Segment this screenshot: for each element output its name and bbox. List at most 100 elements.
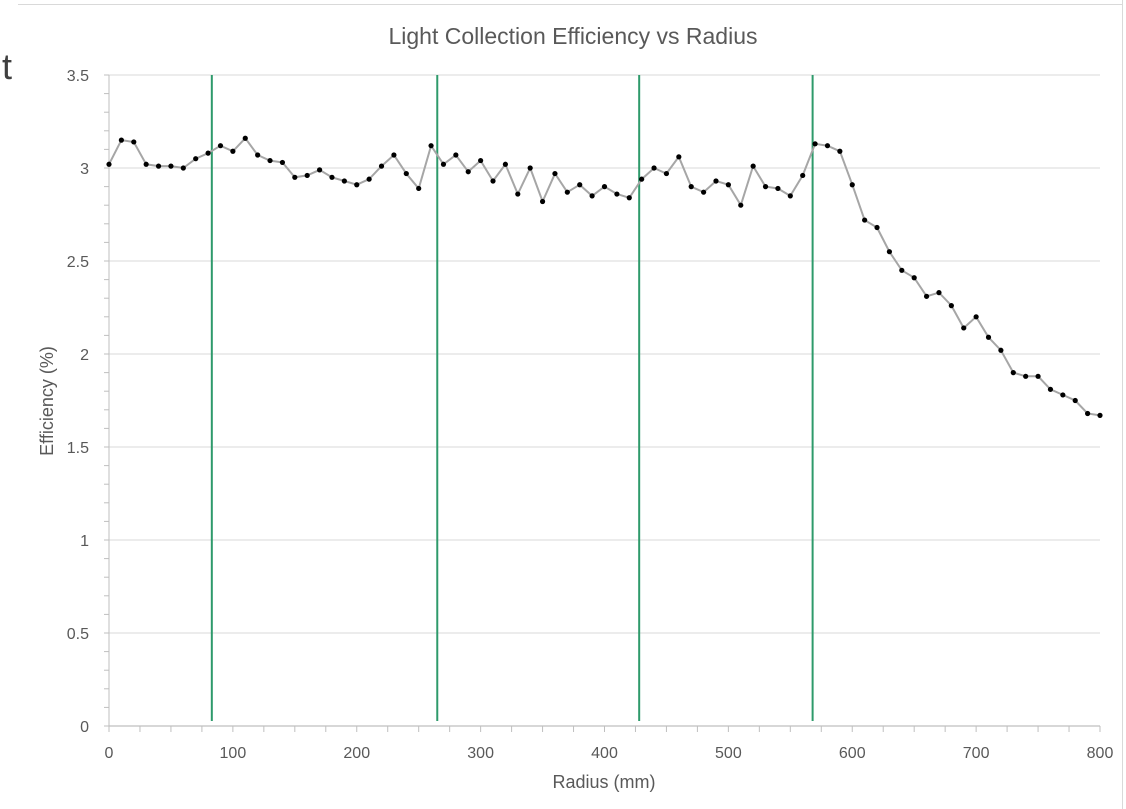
x-tick-label: 200 <box>343 745 370 762</box>
data-point <box>329 174 335 180</box>
data-point <box>837 148 843 154</box>
data-point <box>155 163 162 169</box>
data-point <box>1035 373 1041 379</box>
data-point <box>118 137 124 143</box>
x-tick-label: 800 <box>1087 745 1114 762</box>
x-tick-label: 700 <box>963 745 990 762</box>
data-point <box>589 193 595 199</box>
y-axis-label: Efficiency (%) <box>37 346 57 456</box>
data-point <box>354 182 360 188</box>
data-point <box>812 141 818 147</box>
data-point <box>626 195 632 201</box>
data-point <box>230 148 236 154</box>
data-point <box>775 185 781 192</box>
data-point <box>292 174 298 180</box>
data-point <box>948 303 954 309</box>
x-tick-label: 500 <box>715 745 742 762</box>
data-point <box>985 334 992 340</box>
data-point <box>279 159 286 166</box>
data-point <box>1023 373 1029 379</box>
y-tick-label: 2.5 <box>67 254 89 271</box>
data-point <box>614 191 620 197</box>
data-point <box>478 157 484 164</box>
data-point <box>713 178 719 184</box>
stray-text-fragment: t <box>2 46 13 87</box>
data-point <box>1047 386 1054 392</box>
data-point <box>316 167 323 173</box>
data-point <box>911 275 917 281</box>
tick-labels: 0 0.5 1 1.5 2 2.5 3 3.5 0 100 200 300 400 500 600 700 80… <box>67 68 1114 762</box>
data-point <box>923 293 930 299</box>
x-tick-label: 400 <box>591 745 618 762</box>
data-point <box>1060 392 1066 398</box>
data-point <box>205 150 211 156</box>
data-point <box>378 163 385 169</box>
data-point <box>180 165 186 171</box>
data-point <box>193 156 199 162</box>
series-layer <box>106 135 1103 418</box>
chart-title: Light Collection Efficiency vs Radius <box>388 23 757 49</box>
data-point <box>341 178 347 184</box>
data-point <box>168 163 174 169</box>
data-point <box>106 161 112 167</box>
data-point <box>440 161 447 167</box>
data-point <box>824 143 831 149</box>
gridlines <box>109 74 1100 634</box>
data-point <box>750 163 756 169</box>
data-point <box>998 347 1004 353</box>
data-point <box>577 182 583 188</box>
reference-lines <box>210 75 814 721</box>
data-point <box>899 267 905 273</box>
y-tick-label: 0 <box>80 719 89 736</box>
data-point <box>242 135 248 141</box>
data-point <box>725 182 731 188</box>
frame-top-border <box>18 4 1122 5</box>
data-point <box>1072 397 1078 404</box>
y-tick-label: 2 <box>80 347 89 364</box>
y-tick-label: 3.5 <box>67 68 89 85</box>
x-tick-label: 600 <box>839 745 866 762</box>
x-tick-label: 0 <box>105 745 114 762</box>
data-point <box>428 143 434 149</box>
x-axis-label: Radius (mm) <box>552 772 655 792</box>
data-point <box>800 172 806 179</box>
data-point <box>539 198 546 205</box>
data-point <box>416 185 422 192</box>
data-point <box>663 170 670 177</box>
data-point <box>738 202 744 208</box>
data-point <box>143 161 149 167</box>
x-tick-label: 300 <box>467 745 494 762</box>
data-point <box>936 290 942 296</box>
data-point <box>564 189 570 195</box>
data-point <box>527 165 533 171</box>
series-line <box>108 136 1101 417</box>
data-point <box>403 170 409 177</box>
data-point <box>255 152 261 158</box>
data-point <box>874 224 880 231</box>
data-point <box>366 176 372 182</box>
data-point <box>304 172 310 179</box>
data-point <box>601 184 608 190</box>
data-point <box>886 249 893 255</box>
frame-right-border <box>1122 0 1123 809</box>
data-point <box>762 184 769 190</box>
data-point <box>688 184 694 190</box>
axes <box>104 74 1101 732</box>
x-tick-label: 100 <box>220 745 247 762</box>
data-point <box>515 191 521 197</box>
data-point <box>1085 410 1091 417</box>
data-point <box>552 170 558 177</box>
y-tick-label: 1.5 <box>67 440 89 457</box>
data-point <box>465 169 471 175</box>
data-point <box>849 182 855 188</box>
y-tick-label: 0.5 <box>67 626 89 643</box>
data-point <box>217 143 224 149</box>
data-point <box>391 152 397 158</box>
data-point <box>1010 370 1016 376</box>
data-point <box>787 193 793 199</box>
y-tick-label: 1 <box>80 533 89 550</box>
data-point <box>131 139 137 145</box>
data-point <box>676 154 682 160</box>
